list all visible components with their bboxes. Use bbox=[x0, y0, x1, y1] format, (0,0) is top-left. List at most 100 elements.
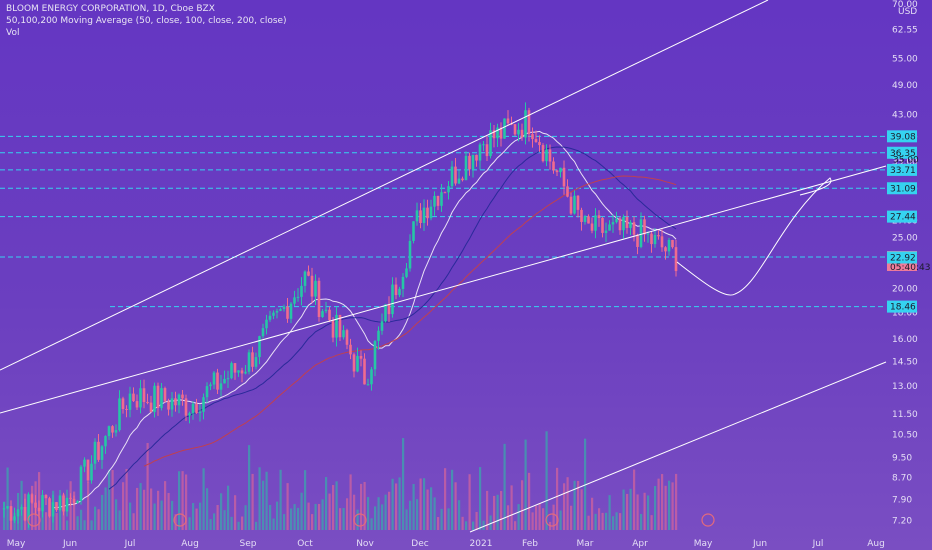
volume-bar bbox=[188, 517, 191, 530]
candle-body bbox=[345, 330, 349, 345]
lower-price-tag: 22.92 bbox=[890, 253, 916, 263]
volume-bar bbox=[97, 509, 100, 530]
y-axis-tick-label: 9.50 bbox=[892, 453, 912, 463]
candle-body bbox=[275, 310, 279, 313]
volume-bar bbox=[661, 474, 664, 530]
volume-bar bbox=[237, 521, 240, 530]
x-axis-tick-label: Dec bbox=[411, 539, 428, 549]
candle-body bbox=[398, 288, 401, 296]
candle-body bbox=[545, 149, 548, 162]
event-marker bbox=[701, 513, 715, 527]
candle-body bbox=[93, 441, 97, 464]
candle-body bbox=[181, 394, 184, 399]
volume-bar bbox=[500, 490, 503, 530]
candle-body bbox=[279, 309, 282, 311]
volume-bar bbox=[437, 517, 440, 530]
volume-bar bbox=[150, 488, 153, 530]
volume-bar bbox=[514, 521, 517, 530]
volume-bar bbox=[104, 487, 107, 530]
lower-price-tag-bg bbox=[887, 251, 917, 264]
x-axis-tick-label: Jun bbox=[752, 539, 767, 549]
x-axis-tick-label: Sep bbox=[240, 539, 257, 549]
volume-bar bbox=[335, 481, 338, 530]
candle-body bbox=[212, 372, 216, 385]
volume-bar bbox=[139, 483, 142, 530]
volume-bar bbox=[171, 500, 174, 530]
volume-bar bbox=[230, 516, 233, 530]
volume-bar bbox=[122, 482, 125, 530]
volume-bar bbox=[66, 520, 69, 530]
candle-body bbox=[513, 124, 517, 135]
level-tag: 33.71 bbox=[890, 166, 916, 176]
x-axis-tick-label: May bbox=[694, 539, 713, 549]
candle-body bbox=[27, 494, 30, 521]
volume-bar bbox=[486, 490, 489, 530]
candle-body bbox=[496, 127, 499, 139]
volume-bar bbox=[510, 485, 513, 530]
y-axis-tick-label: 7.90 bbox=[892, 495, 912, 505]
volume-bar bbox=[643, 492, 646, 530]
volume-bar bbox=[6, 467, 9, 530]
volume-bar bbox=[395, 483, 398, 530]
candle-body bbox=[104, 436, 107, 447]
volume-bar bbox=[325, 477, 328, 530]
x-axis-tick-label: Aug bbox=[181, 539, 199, 549]
candle-body bbox=[41, 494, 44, 512]
candle-body bbox=[51, 502, 55, 517]
candle-body bbox=[373, 341, 377, 370]
candle-body bbox=[58, 495, 62, 511]
event-marker bbox=[173, 513, 187, 527]
volume-bar bbox=[559, 510, 562, 530]
candle-body bbox=[454, 166, 457, 184]
candle-body bbox=[377, 330, 380, 342]
volume-bar bbox=[45, 512, 48, 530]
y-axis-tick-label: 10.50 bbox=[892, 431, 918, 441]
candle-body bbox=[548, 149, 552, 162]
candle-body bbox=[296, 296, 300, 298]
candle-body bbox=[471, 154, 475, 170]
x-axis-tick-label: Apr bbox=[632, 539, 648, 549]
candle-body bbox=[342, 330, 345, 338]
candle-body bbox=[37, 507, 41, 512]
candle-body bbox=[156, 385, 160, 408]
candle-body bbox=[667, 240, 671, 252]
candle-body bbox=[149, 402, 153, 413]
candle-body bbox=[65, 497, 69, 512]
candle-body bbox=[506, 118, 510, 124]
candle-body bbox=[573, 195, 576, 214]
candle-body bbox=[429, 206, 433, 219]
candle-body bbox=[265, 319, 268, 329]
candle-body bbox=[300, 285, 303, 297]
volume-bar bbox=[454, 482, 457, 530]
candle-body bbox=[671, 240, 674, 248]
candle-body bbox=[76, 501, 79, 503]
volume-bar bbox=[601, 512, 604, 530]
candle-body bbox=[16, 509, 20, 517]
volume-bar bbox=[517, 504, 520, 530]
candle-body bbox=[289, 303, 293, 319]
candle-body bbox=[559, 167, 562, 173]
volume-bar bbox=[388, 491, 391, 530]
volume-bar bbox=[461, 516, 464, 530]
volume-bar bbox=[55, 513, 58, 530]
candle-body bbox=[394, 284, 398, 296]
candle-body bbox=[440, 192, 443, 206]
volume-bar bbox=[468, 474, 471, 530]
x-axis-tick-label: May bbox=[7, 539, 26, 549]
projection-path bbox=[676, 177, 832, 296]
candle-body bbox=[499, 127, 503, 139]
candle-body bbox=[412, 221, 415, 241]
moving-average-legend: 50,100,200 Moving Average (50, close, 10… bbox=[6, 16, 287, 26]
volume-bar bbox=[475, 511, 478, 530]
volume-bar bbox=[146, 443, 149, 530]
volume-bar bbox=[332, 485, 335, 530]
upper-channel-line bbox=[0, 0, 769, 371]
candle-body bbox=[433, 195, 436, 207]
volume-bar bbox=[615, 512, 618, 530]
volume-bar bbox=[391, 478, 394, 530]
volume-bar bbox=[416, 499, 419, 530]
countdown-label: 05:40:43 bbox=[890, 263, 930, 273]
volume-bar bbox=[87, 481, 90, 530]
candle-body bbox=[97, 441, 100, 460]
